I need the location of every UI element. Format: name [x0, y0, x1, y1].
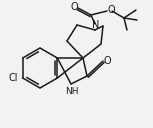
Text: N: N [92, 20, 100, 30]
Text: O: O [70, 2, 78, 12]
Text: Cl: Cl [9, 73, 18, 83]
Text: O: O [107, 5, 115, 15]
Text: NH: NH [65, 87, 79, 95]
Text: O: O [103, 56, 111, 66]
